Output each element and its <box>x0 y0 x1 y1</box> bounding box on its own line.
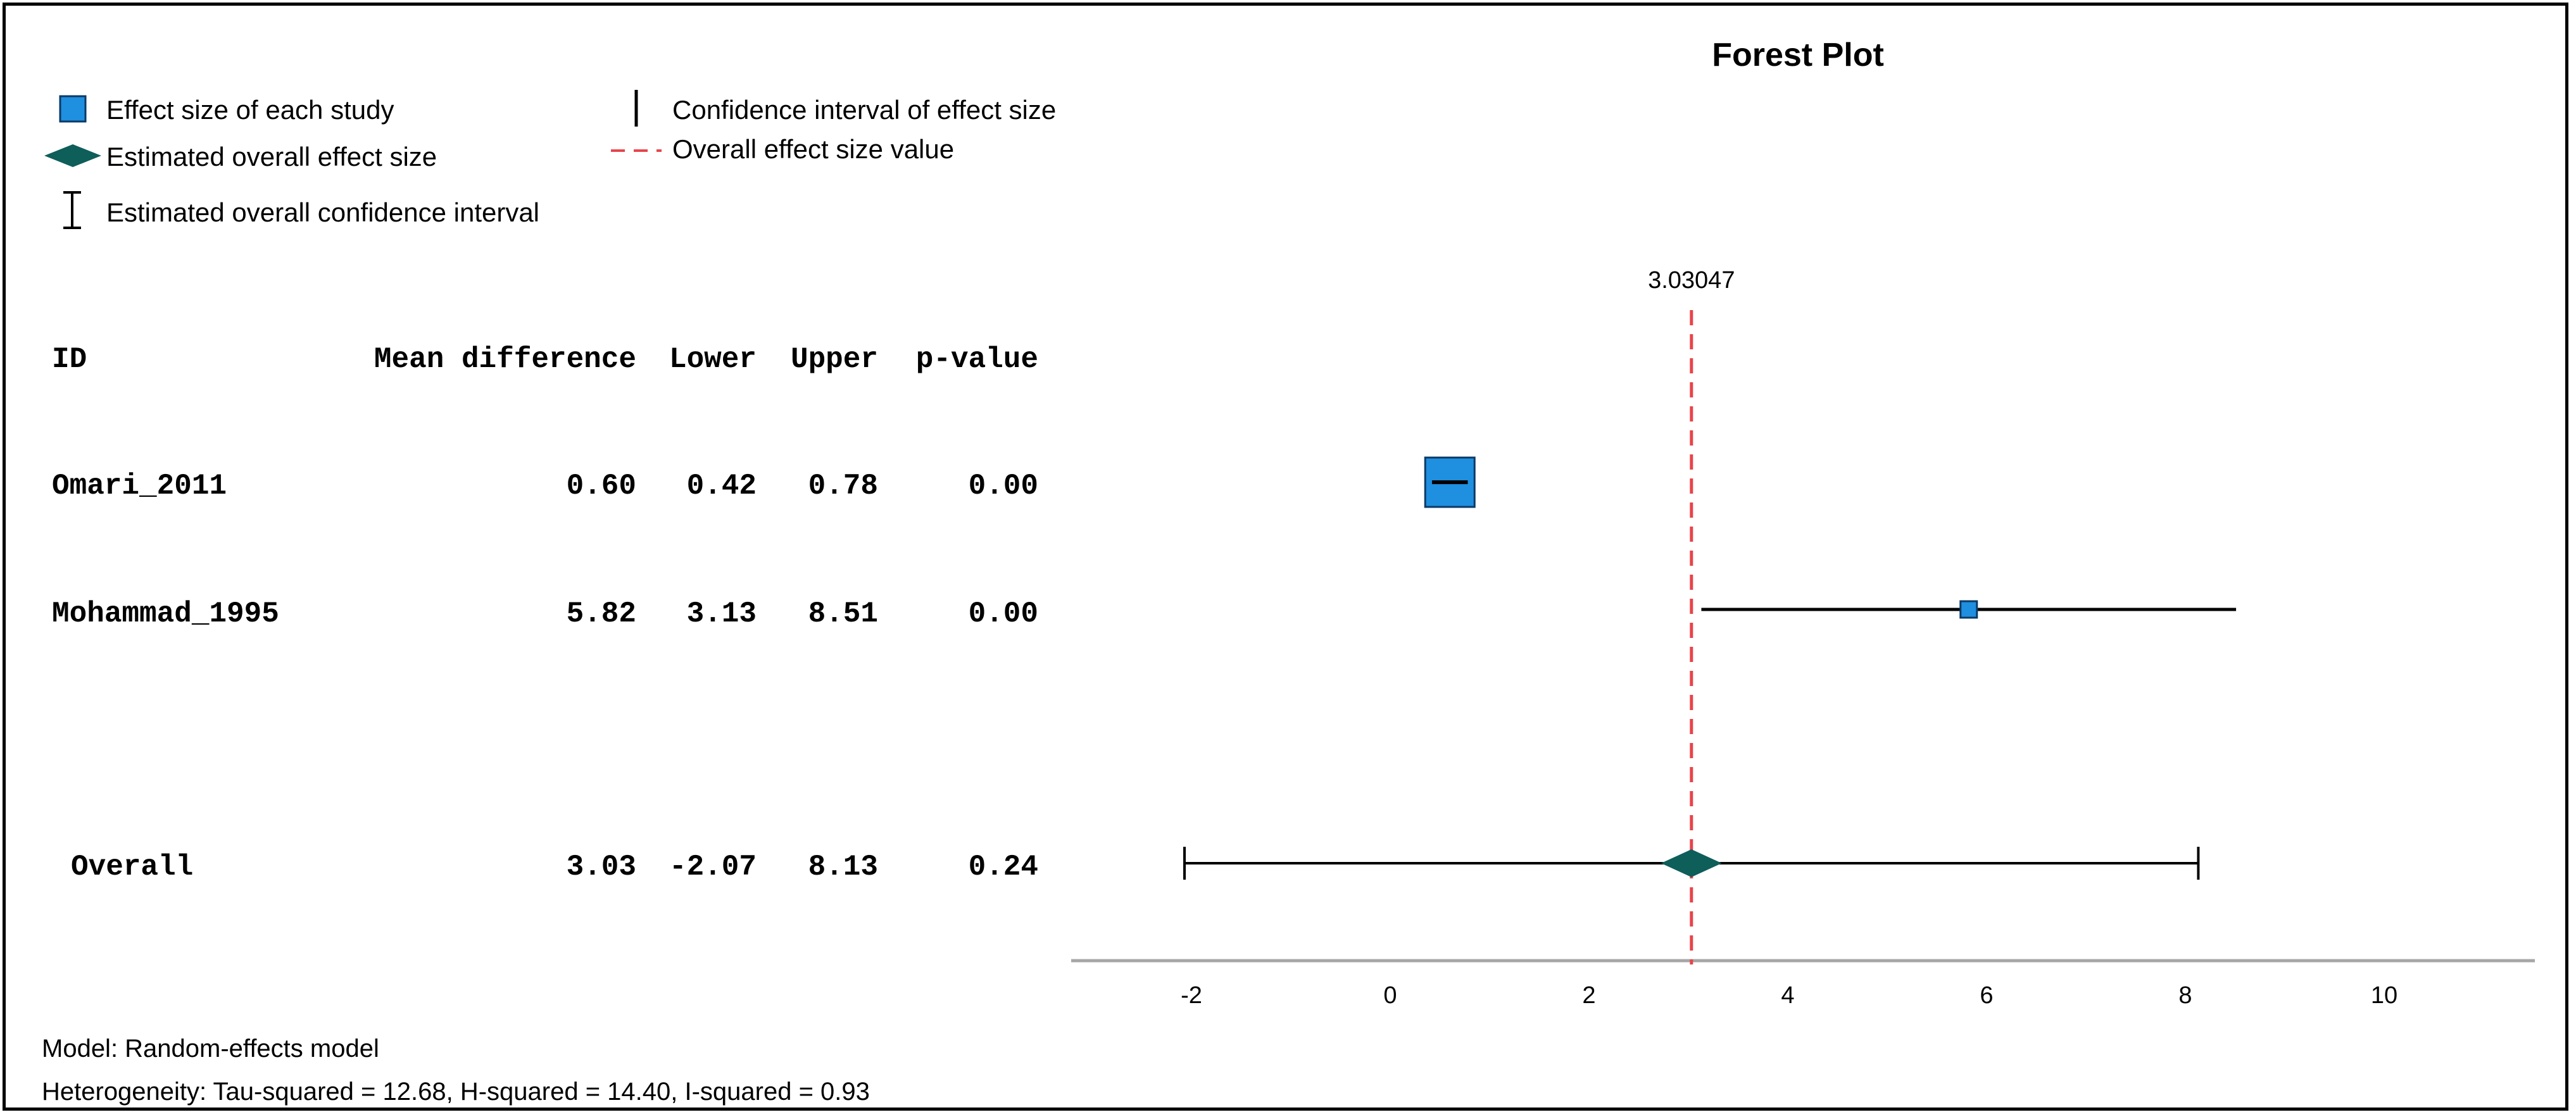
model-note: Model: Random-effects model <box>42 1035 379 1063</box>
table-row: Omari_2011 0.60 0.42 0.78 0.00 <box>52 470 1038 502</box>
legend-square-icon <box>59 95 87 123</box>
row-p: 0.24 <box>969 851 1038 883</box>
x-tick-label: 10 <box>2371 982 2397 1009</box>
row-mean: 5.82 <box>567 597 636 630</box>
row-upper: 8.13 <box>808 851 878 883</box>
legend-study-effect-label: Effect size of each study <box>106 95 394 125</box>
row-p: 0.00 <box>969 597 1038 630</box>
table-row-overall: Overall 3.03 -2.07 8.13 0.24 <box>71 851 1038 883</box>
legend-diamond-icon <box>44 144 101 167</box>
row-mean: 0.60 <box>567 470 636 502</box>
legend-study-ci-label: Confidence interval of effect size <box>672 95 1056 125</box>
header-upper: Upper <box>791 343 878 376</box>
legend-overall-line-label: Overall effect size value <box>672 134 954 164</box>
legend: Effect size of each study Estimated over… <box>44 90 1056 229</box>
row-upper: 0.78 <box>808 470 878 502</box>
header-lower: Lower <box>669 343 757 376</box>
header-id: ID <box>52 343 87 376</box>
chart-title: Forest Plot <box>1712 37 1884 73</box>
row-id: Overall <box>71 851 193 883</box>
row-p: 0.00 <box>969 470 1038 502</box>
row-mean: 3.03 <box>567 851 636 883</box>
row-lower: -2.07 <box>669 851 757 883</box>
x-tick-label: 4 <box>1781 982 1794 1009</box>
x-tick-label: 8 <box>2178 982 2192 1009</box>
header-mean-difference: Mean difference <box>374 343 636 376</box>
x-tick-label: 6 <box>1980 982 1993 1009</box>
plot-area: -2 0 2 4 6 8 10 3.03047 <box>1071 267 2535 1009</box>
row-id: Mohammad_1995 <box>52 597 279 630</box>
legend-overall-ci-icon <box>63 191 81 229</box>
legend-overall-effect-label: Estimated overall effect size <box>106 142 437 172</box>
study-effect-square <box>1959 600 1978 619</box>
legend-overall-ci-label: Estimated overall confidence interval <box>106 197 539 227</box>
table-row: Mohammad_1995 5.82 3.13 8.51 0.00 <box>52 597 1038 630</box>
chart-frame <box>3 3 2568 1111</box>
row-upper: 8.51 <box>808 597 878 630</box>
overall-effect-diamond <box>1661 849 1722 877</box>
header-p-value: p-value <box>916 343 1038 376</box>
heterogeneity-note: Heterogeneity: Tau-squared = 12.68, H-sq… <box>42 1078 870 1106</box>
x-tick-label: 2 <box>1582 982 1595 1009</box>
row-id: Omari_2011 <box>52 470 227 502</box>
reference-value-label: 3.03047 <box>1648 267 1735 294</box>
row-lower: 0.42 <box>687 470 757 502</box>
column-headers: ID Mean difference Lower Upper p-value <box>52 343 1038 376</box>
x-tick-label: 0 <box>1383 982 1397 1009</box>
x-tick-label: -2 <box>1181 982 1202 1009</box>
row-lower: 3.13 <box>687 597 757 630</box>
